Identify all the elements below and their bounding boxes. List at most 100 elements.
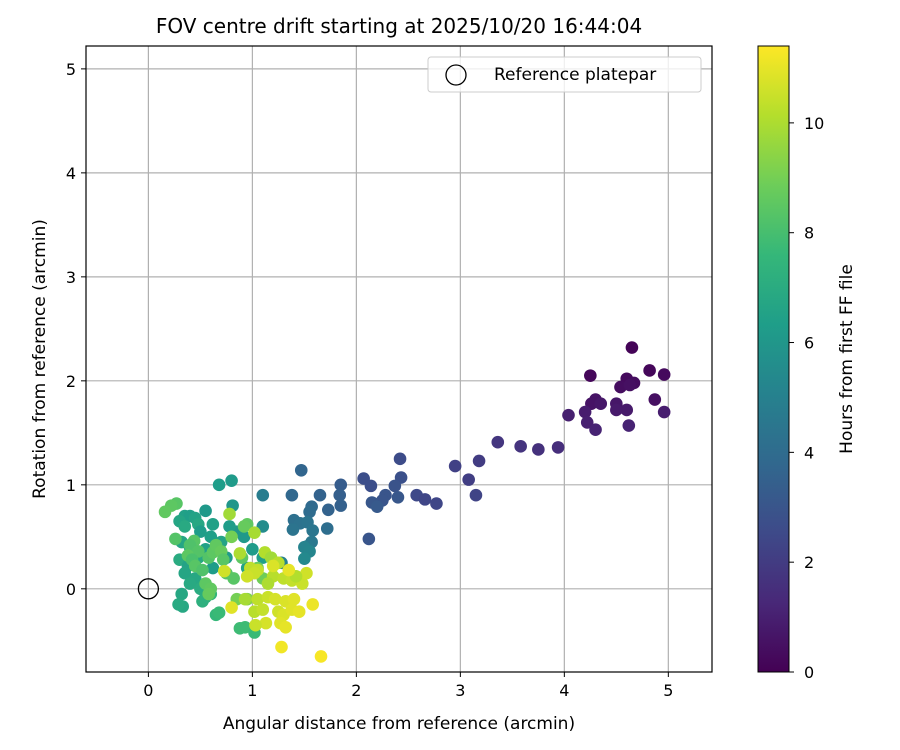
colorbar-tick-label: 8 [804, 224, 814, 243]
y-tick-label: 4 [66, 164, 76, 183]
data-point [261, 577, 275, 590]
data-point [227, 572, 240, 585]
data-point [462, 473, 475, 486]
colorbar-gradient [757, 45, 790, 673]
colorbar-tick-label: 6 [804, 334, 814, 353]
data-point [178, 566, 192, 580]
data-point [223, 520, 236, 533]
data-point [314, 650, 328, 663]
data-point [469, 488, 483, 502]
data-point [268, 592, 282, 606]
data-point [388, 479, 402, 493]
legend-box [427, 56, 702, 93]
data-point [418, 493, 432, 506]
data-point [249, 618, 262, 632]
data-point [589, 423, 602, 437]
plot-area: 0 1 2 3 4 5 0 1 2 3 4 5 [66, 45, 713, 700]
data-point [233, 547, 247, 560]
data-point [313, 488, 327, 502]
data-point [266, 559, 280, 573]
data-point [223, 507, 236, 521]
x-tick-label: 5 [663, 681, 673, 700]
data-point [298, 552, 311, 565]
data-point [225, 474, 238, 487]
data-point [238, 592, 252, 606]
data-point [334, 499, 348, 512]
data-point [158, 505, 172, 519]
data-point [648, 393, 662, 406]
data-point [430, 497, 443, 510]
x-tick-label: 1 [247, 681, 257, 700]
data-point [212, 478, 226, 492]
data-point [225, 601, 238, 614]
colorbar-tick-label: 4 [804, 443, 814, 462]
data-point [580, 416, 594, 429]
data-point [259, 616, 273, 630]
y-tick-label: 3 [66, 268, 76, 287]
data-point [206, 518, 220, 531]
data-point [320, 522, 334, 535]
data-point [514, 440, 527, 453]
data-point [237, 520, 251, 533]
data-point [202, 587, 216, 601]
data-point [321, 503, 335, 517]
data-point [225, 530, 238, 544]
data-point [282, 563, 296, 577]
data-point [551, 441, 565, 454]
data-point [287, 592, 301, 606]
data-point [256, 603, 270, 616]
reference-platepar-marker [137, 578, 160, 600]
legend: Reference platepar [427, 56, 702, 93]
data-point [199, 504, 212, 518]
data-point [285, 488, 299, 502]
data-point [532, 443, 545, 456]
data-point [625, 341, 639, 354]
x-axis-label: Angular distance from reference (arcmin) [223, 714, 575, 734]
data-point [292, 605, 306, 618]
data-point [362, 532, 376, 546]
data-point [175, 587, 188, 601]
colorbar-tick-label: 0 [804, 663, 814, 682]
data-point [364, 479, 378, 493]
data-point [491, 435, 505, 449]
data-point [294, 463, 308, 477]
data-point [370, 500, 384, 513]
data-point [622, 419, 636, 432]
data-point [562, 408, 575, 422]
legend-marker-icon [445, 64, 467, 86]
x-tick-label: 2 [351, 681, 361, 700]
colorbar-tick-label: 10 [804, 114, 824, 133]
data-point [657, 368, 671, 381]
data-point [620, 403, 634, 417]
data-point [643, 364, 656, 377]
data-point [306, 598, 319, 611]
colorbar-ticks: 0 2 4 6 8 10 [789, 114, 824, 682]
data-point [240, 570, 254, 583]
data-point [212, 606, 226, 620]
y-tick-label: 1 [66, 476, 76, 495]
data-point [303, 505, 316, 519]
data-point [206, 561, 220, 575]
data-point [256, 488, 270, 502]
scatter-points [158, 341, 671, 663]
data-point [333, 488, 347, 502]
axis-ticks: 0 1 2 3 4 5 0 1 2 3 4 5 [66, 60, 674, 700]
y-tick-label: 2 [66, 372, 76, 391]
data-point [578, 405, 592, 419]
data-point [610, 403, 623, 417]
grid [86, 46, 712, 672]
colorbar-label: Hours from first FF file [837, 264, 857, 454]
data-point [286, 523, 300, 536]
y-tick-label: 0 [66, 580, 76, 599]
data-point [623, 378, 637, 392]
x-tick-label: 3 [455, 681, 465, 700]
data-point [251, 592, 264, 606]
data-point [238, 620, 252, 634]
plot-frame [85, 45, 713, 673]
x-tick-label: 0 [143, 681, 153, 700]
data-point [584, 369, 597, 382]
data-point [300, 566, 313, 580]
data-point [279, 620, 292, 634]
data-point [614, 380, 627, 394]
data-point [218, 564, 231, 578]
